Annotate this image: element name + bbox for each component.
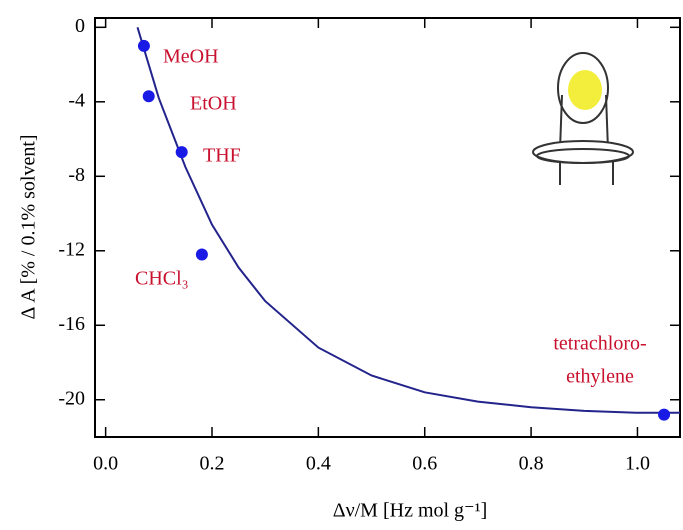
x-tick-label: 0.8 bbox=[519, 453, 544, 475]
y-tick-label: -20 bbox=[58, 387, 85, 409]
y-axis-label: Δ A [% / 0.1% solvent] bbox=[18, 134, 40, 319]
point-label: MeOH bbox=[163, 46, 219, 68]
data-point bbox=[658, 408, 671, 421]
y-tick-label: 0 bbox=[75, 15, 85, 37]
y-tick-label: -16 bbox=[58, 313, 85, 335]
data-point bbox=[175, 146, 188, 159]
plot-frame bbox=[94, 17, 681, 438]
point-label: ethylene bbox=[566, 366, 634, 388]
x-axis-label: Δν/M [Hz mol g⁻¹] bbox=[333, 500, 488, 522]
y-tick-label: -4 bbox=[68, 89, 85, 111]
x-tick-label: 0.2 bbox=[200, 453, 225, 475]
cell-icon bbox=[532, 52, 634, 185]
data-point bbox=[195, 248, 208, 261]
data-point bbox=[137, 39, 150, 52]
point-label: EtOH bbox=[190, 93, 237, 115]
x-tick-label: 0.0 bbox=[93, 453, 118, 475]
point-label: THF bbox=[203, 145, 241, 167]
x-tick-label: 0.4 bbox=[306, 453, 331, 475]
fit-curve bbox=[136, 27, 680, 414]
data-point bbox=[142, 90, 155, 103]
point-label: CHCl₃ bbox=[135, 268, 189, 290]
y-tick-label: -8 bbox=[68, 164, 85, 186]
x-tick-label: 1.0 bbox=[625, 453, 650, 475]
x-tick-label: 0.6 bbox=[412, 453, 437, 475]
y-tick-label: -12 bbox=[58, 238, 85, 260]
point-label: tetrachloro- bbox=[553, 333, 646, 355]
